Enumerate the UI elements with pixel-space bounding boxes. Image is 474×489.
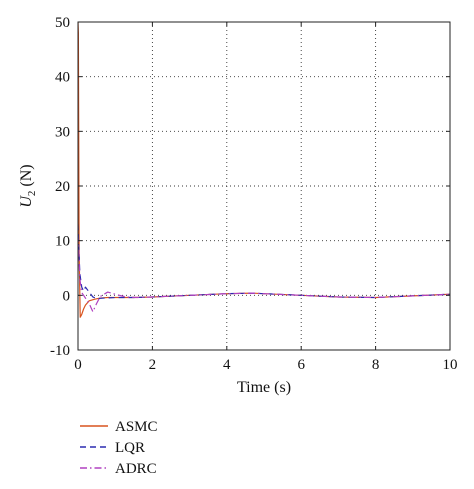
x-tick-label: 4 [223, 357, 231, 373]
legend-label-lqr: LQR [115, 440, 145, 456]
y-axis-label-unit: (N) [18, 164, 35, 190]
y-axis-label-base: U [18, 195, 35, 208]
x-tick-label: 8 [372, 357, 380, 373]
plot-series [78, 22, 450, 318]
x-tick-label: 6 [297, 357, 305, 373]
y-tick-label: 0 [63, 288, 71, 304]
y-tick-label: 20 [55, 179, 70, 195]
series-line-adrc [78, 235, 450, 313]
y-axis-label-subscript: 2 [26, 191, 38, 197]
legend-label-asmc: ASMC [115, 419, 158, 435]
y-tick-label: 50 [55, 15, 70, 31]
legend-label-adrc: ADRC [115, 461, 157, 477]
y-tick-label: 30 [55, 124, 70, 140]
x-axis-label: Time (s) [237, 379, 291, 396]
y-tick-label: 40 [55, 70, 70, 86]
legend: ASMC LQR ADRC [80, 419, 158, 477]
x-tick-label: 2 [149, 357, 157, 373]
x-tick-label: 0 [74, 357, 82, 373]
grid-lines [78, 22, 450, 350]
y-tick-label: 10 [55, 234, 70, 250]
x-tick-label: 10 [443, 357, 458, 373]
y-tick-label: -10 [50, 343, 70, 359]
series-line-lqr [78, 224, 450, 300]
y-axis-label: U2 (N) [18, 164, 38, 207]
